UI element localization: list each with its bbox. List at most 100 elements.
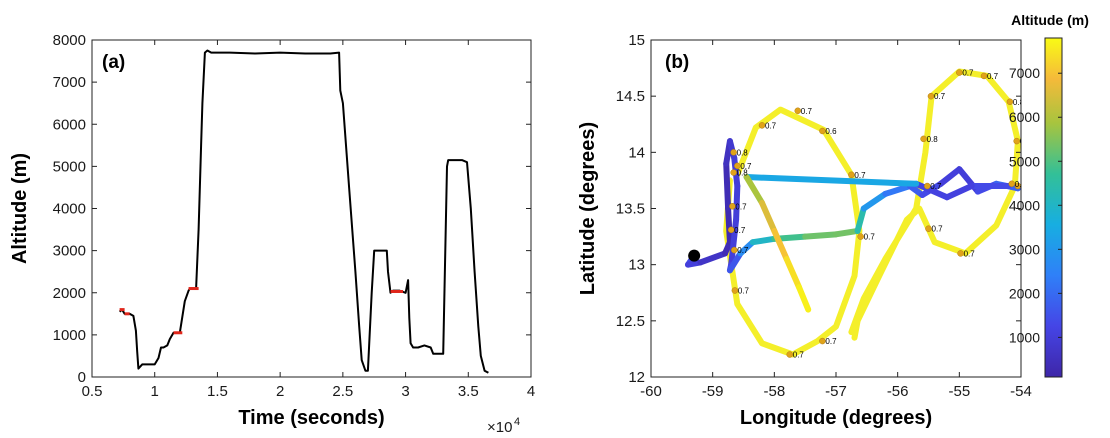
panel-a: 0.5 1 1.5 2 2.5 3 3.5 4 0 1000 2000 3000 4000 5000 600… [9,32,535,436]
x-tick-label: 3 [401,383,409,400]
track-point-marker [848,171,855,179]
x-tick-label: 2.5 [332,383,353,400]
track-point-marker [1013,137,1020,145]
track-point-marker [1006,98,1014,106]
flight-track-segment [860,190,889,212]
track-point-marker [758,122,766,129]
y-tick-label: 3000 [53,243,86,260]
flight-track-segment [944,183,975,201]
x-tick-label: 4 [527,383,535,400]
y-tick-label: 8000 [53,32,86,49]
x-tick-label: 3.5 [458,383,479,400]
start-point-marker [688,249,701,262]
track-point-marker [730,169,737,176]
flight-track-segment [882,183,913,197]
colorbar-tick-label: 3000 [1009,241,1040,257]
x-tick-label: 0.5 [82,383,103,400]
flight-track-segment [733,183,741,223]
track-point-label: 0.8 [1021,182,1033,191]
x-tick-label: -60 [640,383,662,400]
panel-b-plot-area: 0.70.70.60.70.80.70.80.70.70.70.70.70.70… [685,68,1033,360]
track-point-marker [925,225,932,232]
panel-a-axes-frame [91,39,532,378]
track-point-label: 0.7 [932,225,944,234]
track-point-label: 0.7 [854,171,866,180]
flight-track-segment [725,205,733,246]
panel-a-x-exponent-base: ×10 [487,419,512,436]
x-tick-label: -55 [948,383,970,400]
panel-a-y-axis-label: Altitude (m) [9,153,31,264]
track-point-marker [734,162,741,170]
track-point-label: 0.7 [987,72,999,81]
track-point-label: 0.8 [927,135,939,144]
flight-track-segment [771,227,790,263]
panel-b-x-axis-label: Longitude (degrees) [740,407,932,429]
flight-track-segment [759,199,778,234]
flight-track-segment [743,174,765,206]
track-point-label: 0.7 [734,226,746,235]
y-tick-label: 14 [628,144,645,161]
altitude-series-line [118,49,489,374]
track-point-marker [731,246,738,254]
track-point-label: 0.7 [825,337,837,346]
colorbar-tick-label: 4000 [1009,197,1040,213]
track-point-marker [727,226,735,234]
y-tick-label: 1000 [53,327,86,344]
track-point-marker [857,233,864,240]
track-point-marker [819,337,826,345]
panel-a-ticks: 0.5 1 1.5 2 2.5 3 3.5 4 0 1000 2000 3000 4000 5000 600… [53,32,536,400]
track-point-marker [786,351,793,358]
flight-track-segment [833,227,861,238]
track-point-label: 0.7 [930,182,942,191]
flight-track-segment [854,205,867,234]
panel-b-y-axis-label: Latitude (degrees) [577,122,599,295]
flight-track-high-altitude [848,68,1021,341]
track-point-label: 0.8 [1013,98,1025,107]
track-point-label: 0.6 [825,127,837,136]
flight-track-segment [783,256,802,291]
colorbar-tick-label: 6000 [1009,109,1040,125]
track-point-marker [980,72,988,80]
track-point-marker [794,107,802,115]
x-tick-label: -56 [887,383,909,400]
flight-track-high-altitude [723,106,863,358]
panel-a-x-axis-label: Time (seconds) [238,407,384,429]
colorbar-tick-label: 1000 [1009,329,1040,345]
track-point-label: 0.7 [1015,180,1027,189]
track-point-marker [729,203,736,210]
track-point-label: 0.7 [934,92,946,101]
y-tick-label: 4000 [53,201,86,218]
track-point-label: 0.7 [793,351,805,360]
track-point-marker [956,69,963,76]
y-tick-label: 13 [628,257,645,274]
track-point-label: 0.7 [737,246,749,255]
y-tick-label: 2000 [53,285,86,302]
colorbar-ticks: 1000 2000 3000 4000 5000 6000 7000 [1009,65,1062,345]
y-tick-label: 5000 [53,158,86,175]
y-tick-label: 7000 [53,74,86,91]
flight-track-segment [726,250,744,274]
panel-a-x-exponent-power: 4 [514,416,520,428]
panel-a-label: (a) [102,52,125,73]
x-tick-label: -59 [702,383,724,400]
track-point-label: 0.7 [735,202,747,211]
x-tick-label: 1.5 [207,383,228,400]
track-point-marker [730,149,737,156]
panel-a-plot-area [118,49,489,374]
flight-track-segment [802,231,839,240]
colorbar [1044,37,1063,378]
panel-b: 0.70.70.60.70.80.70.80.70.70.70.70.70.70… [577,12,1089,429]
y-tick-label: 6000 [53,116,86,133]
panel-b-ticks: -60 -59 -58 -57 -56 -55 -54 12 12.5 13 13.5 14 14.5 1… [616,32,1032,400]
track-point-label: 0.7 [964,249,976,258]
x-tick-label: -54 [1010,383,1032,400]
flight-track-segment [749,235,778,246]
track-point-label: 0.8 [737,169,749,178]
flight-track-segment [743,174,920,187]
colorbar-tick-label: 7000 [1009,65,1040,81]
y-tick-label: 0 [78,369,86,386]
track-point-marker [920,135,927,143]
track-point-marker [731,287,739,294]
track-point-marker [819,127,826,135]
panel-b-label: (b) [665,52,689,73]
